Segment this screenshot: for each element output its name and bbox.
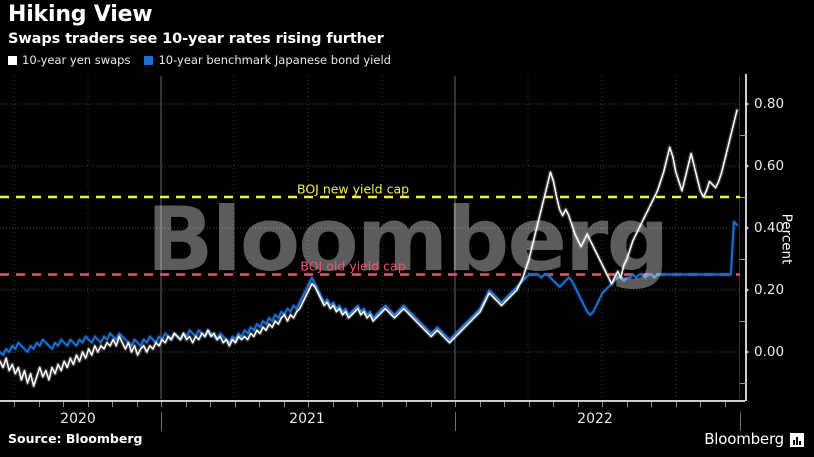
x-axis-tick — [14, 402, 15, 407]
y-tick-arrow-icon — [745, 349, 749, 355]
x-axis-tick — [602, 402, 603, 407]
bloomberg-terminal-icon — [790, 433, 804, 447]
y-axis-tick-label: 0.00 — [745, 344, 784, 360]
chart-footer: Source: Bloomberg Bloomberg — [8, 430, 806, 451]
x-axis-tick — [455, 402, 456, 407]
chart-legend: 10-year yen swaps 10-year benchmark Japan… — [8, 54, 806, 67]
x-axis-tick-label: 2022 — [577, 411, 613, 427]
legend-item-label: 10-year yen swaps — [22, 53, 131, 67]
x-axis-tick — [553, 402, 554, 407]
annotation-label-0: BOJ new yield cap — [296, 181, 410, 197]
y-axis-minor-tick — [740, 259, 746, 260]
y-axis-tick-label: 0.40 — [745, 220, 784, 236]
page-subtitle: Swaps traders see 10-year rates rising f… — [8, 31, 384, 47]
x-axis-tick — [724, 402, 726, 407]
x-axis-year-separator — [740, 412, 741, 431]
square-swatch-icon — [8, 56, 17, 65]
x-axis-tick-label: 2021 — [289, 411, 325, 427]
x-axis-tick — [87, 402, 89, 407]
x-axis-tick — [406, 402, 407, 407]
y-axis-tick-label: 0.80 — [745, 96, 784, 112]
x-axis-tick — [185, 402, 187, 407]
chart-svg — [0, 76, 740, 399]
x-axis-tick — [528, 402, 530, 407]
x-axis-tick-label: 2020 — [60, 411, 96, 427]
x-axis-tick — [332, 402, 334, 407]
x-axis-tick — [234, 402, 236, 407]
x-axis-tick — [210, 402, 211, 407]
x-axis-tick — [63, 402, 64, 407]
y-tick-arrow-icon — [745, 287, 749, 293]
y-axis-minor-tick — [740, 197, 746, 198]
chart-plot-area — [0, 76, 740, 401]
x-axis-tick — [626, 402, 628, 407]
legend-item-1[interactable]: 10-year benchmark Japanese bond yield — [144, 53, 391, 67]
y-tick-arrow-icon — [745, 163, 749, 169]
y-axis-minor-tick — [740, 321, 746, 322]
page-title: Hiking View — [8, 2, 153, 27]
x-axis-tick — [651, 402, 652, 407]
x-axis-tick — [38, 402, 40, 407]
y-axis-minor-tick — [740, 135, 746, 136]
x-axis-tick — [430, 402, 432, 407]
x-axis-tick — [357, 402, 358, 407]
y-axis: Percent 0.80 0.60 0.40 0.20 0.00 — [740, 74, 814, 401]
x-axis-tick — [700, 402, 701, 407]
chart-header: Hiking View Swaps traders see 10-year ra… — [8, 2, 806, 67]
y-axis-line — [745, 74, 747, 401]
x-axis-tick — [283, 402, 285, 407]
y-axis-minor-tick — [740, 383, 746, 384]
x-axis-tick — [161, 402, 162, 407]
x-axis-tick — [381, 402, 383, 407]
y-tick-arrow-icon — [745, 101, 749, 107]
bloomberg-brand-label: Bloomberg — [704, 430, 784, 448]
x-axis-tick — [259, 402, 260, 407]
source-label: Source: Bloomberg — [8, 431, 143, 446]
x-axis-line — [0, 400, 745, 402]
y-axis-tick-label: 0.20 — [745, 282, 784, 298]
x-axis-tick — [112, 402, 113, 407]
x-axis-tick — [136, 402, 138, 407]
legend-item-label: 10-year benchmark Japanese bond yield — [158, 53, 391, 67]
y-axis-tick-label: 0.60 — [745, 158, 784, 174]
x-axis-tick — [675, 402, 677, 407]
x-axis: 2020 2021 2022 — [0, 399, 745, 433]
legend-item-0[interactable]: 10-year yen swaps — [8, 54, 130, 67]
annotation-label-1: BOJ old yield cap — [300, 258, 406, 273]
x-axis-tick — [577, 402, 579, 407]
x-axis-year-separator — [161, 412, 162, 431]
x-axis-tick — [308, 402, 309, 407]
square-swatch-icon — [144, 56, 154, 65]
x-axis-year-separator — [455, 412, 456, 431]
x-axis-tick — [504, 402, 505, 407]
y-tick-arrow-icon — [745, 225, 749, 231]
x-axis-tick — [479, 402, 481, 407]
